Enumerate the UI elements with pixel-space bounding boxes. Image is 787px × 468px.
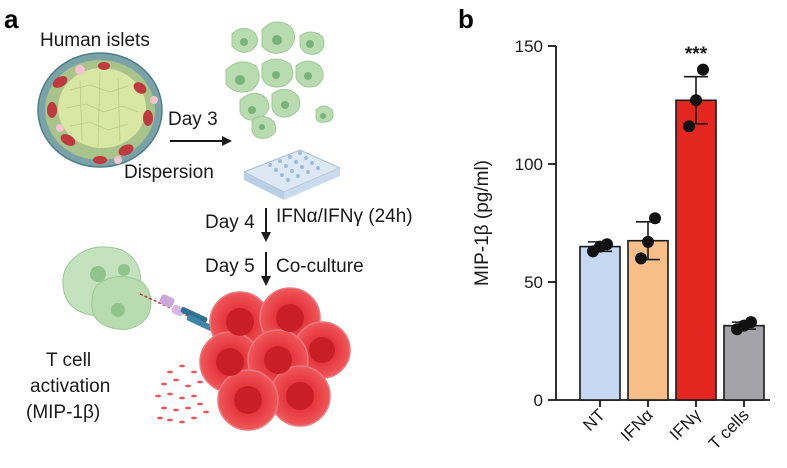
- cytokine-particles: [155, 364, 209, 424]
- data-point: [683, 120, 695, 133]
- activation-line2: activation: [30, 376, 110, 397]
- x-tick-label: NT: [579, 405, 608, 434]
- panel-b: b 0 50 100 150 MIP-1β (pg/ml) NT IFNα IFNγ T cel…: [458, 4, 770, 453]
- bar-ifnγ: [675, 99, 717, 401]
- day5-arrowhead: [261, 276, 271, 286]
- day3-arrowhead: [222, 136, 232, 146]
- x-tick-label: IFNγ: [666, 405, 705, 444]
- day4-label: Day 4: [205, 212, 255, 233]
- data-point: [690, 94, 702, 107]
- x-tick-label: IFNα: [617, 405, 657, 445]
- data-point: [745, 316, 757, 329]
- well-plate: [242, 149, 342, 200]
- receptor-illustration: [139, 293, 214, 331]
- data-point: [649, 212, 661, 225]
- bar-nt: [579, 245, 621, 401]
- human-islets-label: Human islets: [40, 30, 150, 51]
- bar-ifnα: [627, 239, 669, 401]
- dispersion-label: Dispersion: [124, 162, 214, 183]
- panel-a: a Human islets: [4, 4, 413, 431]
- panel-a-letter: a: [4, 4, 19, 34]
- y-tick-label: 50: [524, 273, 543, 292]
- activation-line1: T cell: [46, 350, 91, 371]
- data-point: [697, 63, 709, 76]
- data-point: [642, 235, 654, 248]
- bar-t-cells: [723, 324, 765, 401]
- islet-illustration: [37, 52, 163, 168]
- day3-label: Day 3: [168, 109, 218, 130]
- y-tick-label: 100: [515, 155, 543, 174]
- bar-chart: 0 50 100 150 MIP-1β (pg/ml) NT IFNα IFNγ T cells…: [472, 37, 770, 453]
- day4-arrowhead: [261, 232, 271, 242]
- treatment-label: IFNα/IFNγ (24h): [276, 206, 413, 227]
- coculture-label: Co-culture: [276, 256, 364, 277]
- dispersed-cell-nuclei: [235, 35, 326, 130]
- x-tick-label: T cells: [705, 405, 753, 453]
- data-point: [601, 238, 613, 251]
- t-cell-cores: [216, 304, 335, 414]
- day5-label: Day 5: [205, 256, 255, 277]
- y-axis-label: MIP-1β (pg/ml): [472, 160, 493, 286]
- significance-stars: ***: [685, 44, 708, 65]
- data-point: [635, 252, 647, 265]
- y-tick-label: 150: [515, 37, 543, 56]
- islet-cells-coculture: [62, 246, 152, 330]
- y-tick-label: 0: [534, 391, 543, 410]
- panel-b-letter: b: [458, 4, 474, 34]
- activation-line3: (MIP-1β): [26, 402, 100, 423]
